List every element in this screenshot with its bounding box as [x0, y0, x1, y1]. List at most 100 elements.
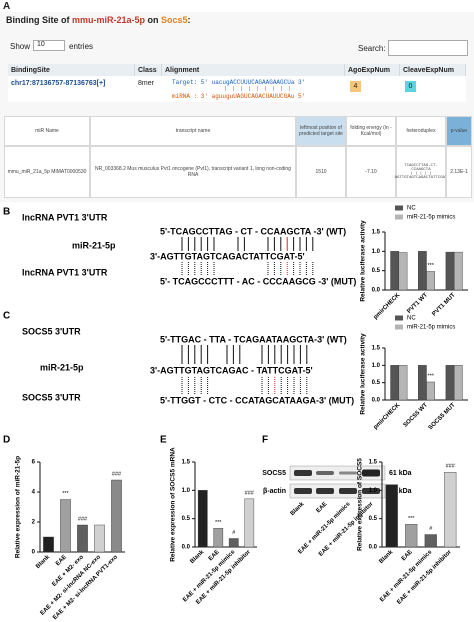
size-label: 42 kDa	[389, 488, 412, 495]
table2-header: p-value	[446, 116, 472, 146]
bar	[445, 365, 455, 401]
blot-band	[316, 488, 334, 494]
table2-cell: 1510	[296, 146, 346, 198]
table-header[interactable]: CleaveExpNum	[400, 64, 466, 76]
y-tick-label: 1.5	[372, 346, 381, 352]
x-tick-label: EAE	[401, 549, 414, 562]
y-tick-label: 1.0	[372, 363, 381, 369]
sequence: 5'- TCAGCCCTTT - AC - CCCAAGCG -3' (MUT)	[160, 276, 356, 286]
show-label: Show	[10, 42, 31, 51]
y-tick-label: 1.0	[369, 488, 378, 494]
y-tick-label: 1.5	[372, 230, 381, 236]
y-tick-label: 1.5	[369, 460, 378, 466]
legend-swatch	[395, 205, 403, 211]
table-header[interactable]: Class	[135, 64, 162, 76]
table2-cell: NR_003368.2 Mus musculus Pvt1 oncogene (…	[90, 146, 296, 198]
bar	[398, 252, 408, 291]
heteroduplex-bars: | | | | |	[410, 172, 432, 176]
base-pairing	[181, 237, 314, 395]
search-input[interactable]	[388, 40, 468, 56]
bar	[453, 251, 463, 291]
heteroduplex-line: AGTTGTAGTCAGACTATTCGAT	[394, 176, 448, 180]
significance: ***	[408, 516, 415, 522]
table2-header: transcript name	[90, 116, 296, 146]
x-tick-label: SOCS5 WT	[403, 402, 430, 429]
y-tick-label: 0	[32, 550, 36, 556]
table2-header: heteroduplex	[396, 116, 446, 146]
bar	[43, 536, 54, 553]
bar	[426, 271, 436, 291]
bar	[426, 381, 436, 401]
legend-swatch	[395, 324, 403, 330]
cleave-count: 0	[405, 81, 416, 92]
legend-label: NC	[407, 206, 416, 212]
significance: ***	[427, 373, 434, 379]
title-text: Binding Site of	[6, 15, 72, 25]
table-header[interactable]: BindingSite	[8, 64, 135, 76]
heteroduplex-cell: TCAGCCTTAG-CT-CCAAGCTA | | | | | AGTTGTAGT…	[394, 146, 448, 198]
bar	[418, 251, 427, 291]
entries-label: entries	[69, 42, 94, 51]
blot-band	[294, 488, 312, 494]
table-header[interactable]: AgoExpNum	[345, 64, 400, 76]
y-tick-label: 6	[32, 460, 36, 466]
panel-labels: B C D E F	[3, 207, 268, 446]
binding-title: Binding Site of mmu-miR-21a-5p on Socs5:	[6, 15, 191, 25]
bar	[453, 365, 463, 401]
y-tick-label: 1.0	[182, 488, 191, 494]
sequence-label: lncRNA PVT1 3'UTR	[22, 267, 108, 277]
table-header[interactable]: Alignment	[162, 64, 345, 76]
x-tick-label: PVT1 MUT	[431, 292, 456, 317]
significance: ***	[62, 491, 69, 497]
sequence-label: miR-21-5p	[40, 362, 84, 372]
sequence-label: lncRNA PVT1 3'UTR	[22, 212, 108, 222]
blot-strip	[289, 465, 386, 481]
bar	[213, 528, 224, 548]
blot-band	[294, 470, 312, 476]
sequence: 5'-TTGGT - CTC - CCATAGCATAAGA-3' (MUT)	[160, 395, 354, 405]
alignment-target: Target: 5' uacugACCUUUCAGAAGAAGCUa 3'	[172, 79, 306, 86]
y-tick-label: 0.0	[369, 545, 378, 551]
significance: ###	[446, 464, 456, 470]
y-tick-label: 0.0	[372, 288, 381, 294]
alignment-bars: | | | | | | | | |	[224, 86, 293, 92]
significance: ###	[78, 516, 88, 522]
y-axis-label: Relative luciferase activity	[360, 333, 367, 415]
panel-label: A	[3, 1, 11, 12]
y-tick-label: 0.0	[182, 545, 191, 551]
y-tick-label: 0.0	[372, 398, 381, 404]
lane-label: Blank	[290, 501, 306, 517]
bar	[94, 524, 105, 553]
sequence-label: SOCS5 3'UTR	[22, 392, 81, 402]
site-class: 8mer	[138, 80, 154, 87]
legend-label: miR-21-5p mimics	[407, 325, 455, 331]
page-size-select[interactable]: 10	[33, 40, 65, 51]
sequence: 5'-TCAGCCTTAG - CT - CCAAGCTA -3' (WT)	[160, 226, 346, 236]
table2-header: miR Name	[4, 116, 90, 146]
significance: ***	[427, 263, 434, 269]
y-axis-label: Relative luciferase activity	[360, 220, 367, 302]
panel-c-labels: SOCS5 3'UTR miR-21-5p SOCS5 3'UTR 5'-TTG…	[22, 326, 354, 405]
blot-band	[362, 488, 380, 494]
y-tick-label: 0.5	[372, 268, 381, 274]
x-tick-label: Blank	[35, 554, 51, 570]
sequence: 5'-TTGAC - TTA - TCAGAATAAGCTA-3' (WT)	[160, 334, 347, 344]
y-axis-label: Relative expression of SOCS5 mRNA	[170, 447, 177, 562]
bar	[418, 365, 427, 401]
significance: ###	[112, 471, 122, 477]
y-tick-label: 0.5	[372, 380, 381, 386]
legend-swatch	[395, 315, 403, 321]
bar	[77, 524, 88, 553]
x-tick-label: EAE	[55, 554, 68, 567]
x-tick-label: PVT1 WT	[406, 292, 429, 315]
legend-swatch	[395, 214, 403, 220]
lane-label: EAE	[316, 501, 329, 514]
table2-cell: -7.10	[346, 146, 396, 198]
size-label: 61 kDa	[389, 470, 412, 477]
bar	[390, 365, 400, 401]
x-tick-label: Blank	[378, 549, 394, 565]
table2-header: folding energy (in -Kcal/mol)	[346, 116, 396, 146]
